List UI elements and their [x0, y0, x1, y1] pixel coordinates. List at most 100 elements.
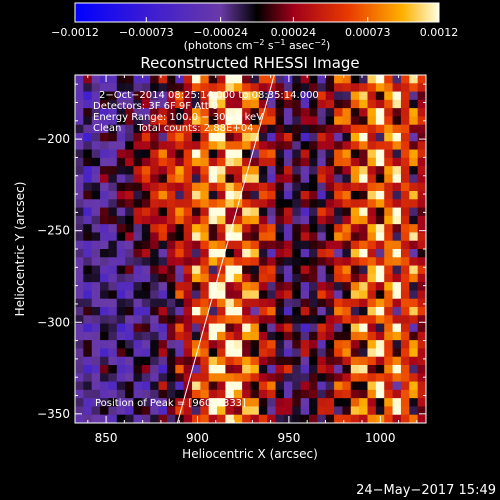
heatmap-cell — [292, 323, 302, 333]
heatmap-cell — [242, 240, 252, 250]
heatmap-cell — [225, 91, 235, 101]
heatmap-cell — [359, 307, 369, 316]
heatmap-cell — [317, 290, 327, 300]
heatmap-cell — [158, 356, 168, 366]
heatmap-cell — [417, 224, 426, 234]
heatmap-cell — [200, 381, 210, 391]
heatmap-cell — [217, 174, 227, 184]
heatmap-cell — [217, 141, 227, 151]
colorbar-tick-label: −0.00073 — [119, 26, 174, 39]
heatmap-cell — [166, 282, 176, 292]
heatmap-cell — [133, 389, 143, 399]
heatmap-cell — [158, 224, 168, 234]
heatmap-cell — [275, 215, 285, 225]
heatmap-cell — [108, 99, 118, 109]
heatmap-cell — [317, 124, 327, 134]
heatmap-cell — [192, 265, 201, 275]
heatmap-cell — [83, 124, 93, 134]
heatmap-cell — [350, 149, 360, 159]
heatmap-cell — [309, 240, 318, 250]
heatmap-cell — [350, 116, 360, 126]
heatmap-cell — [125, 340, 135, 350]
heatmap-cell — [175, 191, 185, 200]
heatmap-cell — [392, 340, 402, 350]
heatmap-cell — [317, 331, 327, 341]
heatmap-cell — [359, 182, 369, 192]
heatmap-cell — [375, 116, 385, 126]
heatmap-cell — [116, 240, 126, 250]
heatmap-cell — [75, 224, 84, 234]
heatmap-cell — [125, 348, 135, 358]
heatmap-cell — [258, 307, 268, 316]
heatmap-cell — [325, 414, 335, 423]
heatmap-cell — [166, 315, 176, 325]
heatmap-cell — [258, 398, 268, 408]
heatmap-cell — [158, 240, 168, 250]
heatmap-cell — [200, 91, 210, 101]
heatmap-cell — [300, 157, 310, 167]
heatmap-cell — [225, 232, 235, 242]
heatmap-cell — [275, 149, 285, 159]
heatmap-cell — [400, 207, 410, 217]
heatmap-cell — [384, 389, 394, 399]
heatmap-cell — [417, 290, 426, 300]
heatmap-cell — [409, 215, 419, 225]
heatmap-cell — [158, 414, 168, 423]
heatmap-cell — [192, 166, 201, 176]
heatmap-cell — [309, 273, 318, 283]
heatmap-cell — [242, 315, 252, 325]
heatmap-cell — [242, 108, 252, 118]
heatmap-cell — [83, 406, 93, 416]
heatmap-cell — [267, 108, 277, 118]
heatmap-cell — [258, 91, 268, 101]
heatmap-cell — [200, 414, 210, 423]
heatmap-cell — [91, 83, 101, 93]
heatmap-cell — [116, 298, 126, 308]
heatmap-cell — [359, 207, 369, 217]
heatmap-cell — [183, 389, 193, 399]
heatmap-cell — [359, 116, 369, 126]
heatmap-cell — [83, 348, 93, 358]
heatmap-cell — [175, 273, 185, 283]
x-tick-label: 1000 — [365, 431, 396, 445]
heatmap-cell — [75, 133, 84, 142]
heatmap-cell — [325, 141, 335, 151]
heatmap-cell — [75, 323, 84, 333]
heatmap-cell — [200, 116, 210, 126]
heatmap-cell — [400, 83, 410, 93]
heatmap-cell — [91, 365, 101, 374]
heatmap-cell — [367, 174, 377, 184]
heatmap-cell — [325, 108, 335, 118]
heatmap-cell — [417, 108, 426, 118]
heatmap-cell — [275, 265, 285, 275]
heatmap-cell — [217, 398, 227, 408]
heatmap-cell — [350, 331, 360, 341]
heatmap-cell — [375, 331, 385, 341]
heatmap-cell — [267, 398, 277, 408]
heatmap-cell — [359, 273, 369, 283]
heatmap-cell — [233, 83, 243, 93]
heatmap-cell — [367, 141, 377, 151]
heatmap-cell — [325, 99, 335, 109]
heatmap-cell — [350, 398, 360, 408]
heatmap-cell — [175, 166, 185, 176]
heatmap-cell — [325, 365, 335, 374]
heatmap-cell — [359, 298, 369, 308]
heatmap-cell — [200, 365, 210, 374]
heatmap-cell — [83, 389, 93, 399]
heatmap-cell — [116, 331, 126, 341]
heatmap-cell — [292, 290, 302, 300]
heatmap-cell — [116, 290, 126, 300]
heatmap-cell — [325, 224, 335, 234]
heatmap-cell — [359, 340, 369, 350]
heatmap-cell — [83, 182, 93, 192]
heatmap-cell — [166, 191, 176, 200]
heatmap-cell — [125, 108, 135, 118]
heatmap-cell — [317, 249, 327, 258]
heatmap-cell — [359, 331, 369, 341]
heatmap-cell — [409, 141, 419, 151]
heatmap-cell — [400, 174, 410, 184]
heatmap-cell — [325, 290, 335, 300]
heatmap-cell — [392, 108, 402, 118]
heatmap-cell — [258, 348, 268, 358]
